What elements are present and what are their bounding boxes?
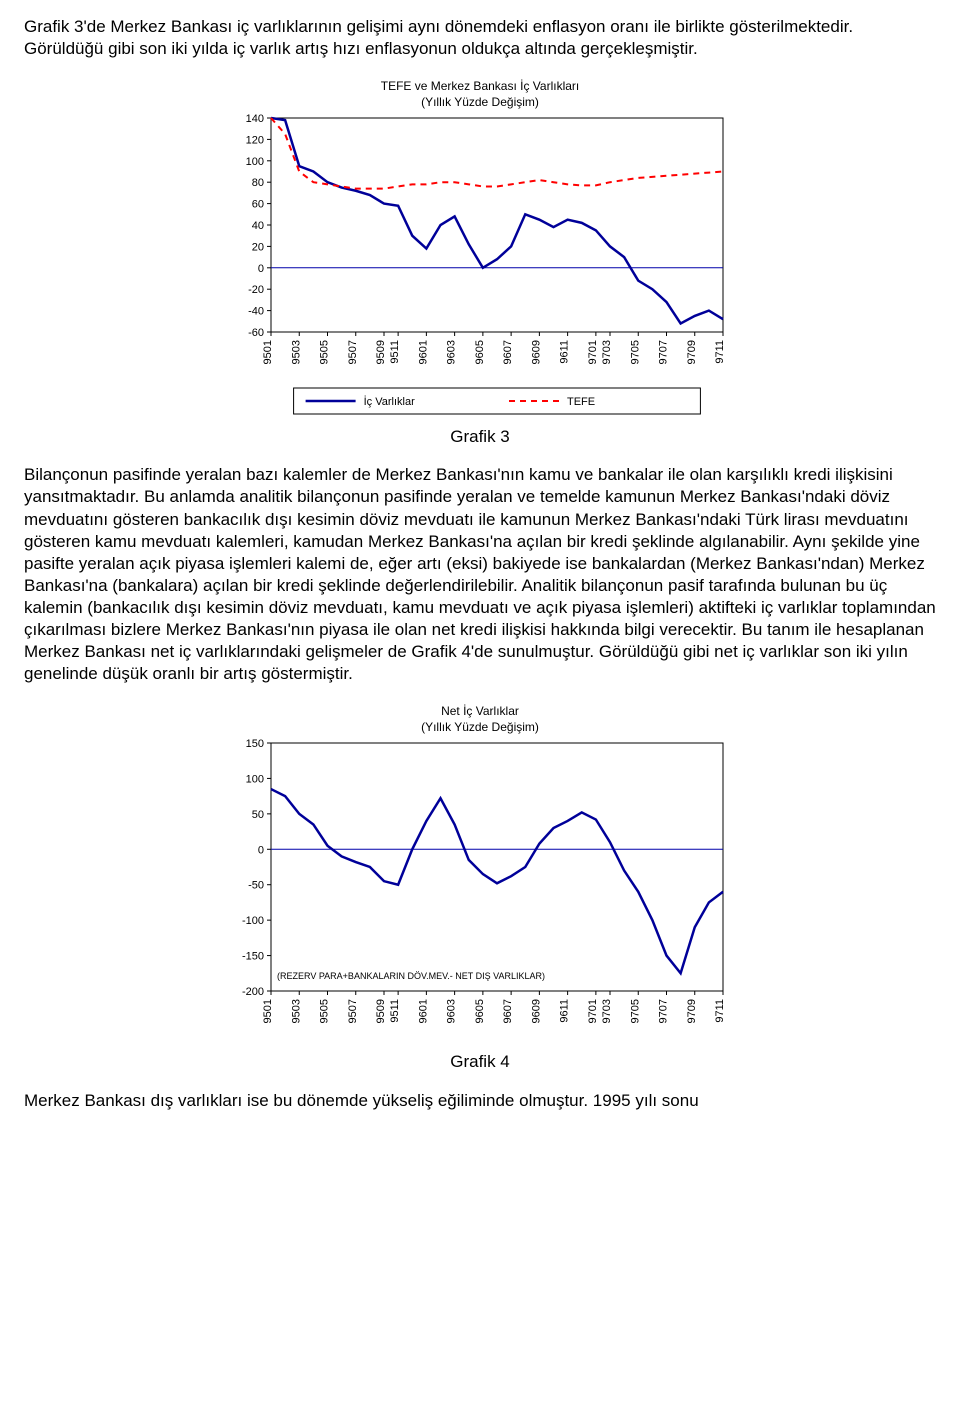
paragraph-1: Grafik 3'de Merkez Bankası iç varlıkları… — [24, 16, 936, 60]
svg-text:-20: -20 — [248, 284, 264, 296]
svg-text:9507: 9507 — [347, 999, 359, 1023]
svg-text:-200: -200 — [242, 986, 264, 998]
svg-text:50: 50 — [252, 809, 264, 821]
svg-text:100: 100 — [246, 156, 264, 168]
svg-text:9711: 9711 — [714, 999, 726, 1023]
svg-text:9509: 9509 — [375, 340, 387, 364]
svg-text:9505: 9505 — [319, 340, 331, 364]
svg-text:-100: -100 — [242, 915, 264, 927]
svg-text:9503: 9503 — [290, 999, 302, 1023]
svg-text:9701: 9701 — [587, 340, 599, 364]
svg-text:9507: 9507 — [347, 340, 359, 364]
chart-4-svg: Net İç Varlıklar (Yıllık Yüzde Değişim) -2… — [225, 701, 735, 1041]
svg-text:İç Varlıklar: İç Varlıklar — [364, 395, 415, 408]
svg-text:TEFE ve Merkez Bankası İç Varl: TEFE ve Merkez Bankası İç Varlıkları — [381, 79, 580, 93]
chart-3-container: TEFE ve Merkez Bankası İç Varlıkları (Yıl… — [24, 76, 936, 422]
svg-text:9703: 9703 — [601, 340, 613, 364]
svg-text:9707: 9707 — [658, 340, 670, 364]
svg-text:9707: 9707 — [658, 999, 670, 1023]
svg-text:0: 0 — [258, 845, 264, 857]
svg-text:9609: 9609 — [530, 999, 542, 1023]
svg-text:120: 120 — [246, 135, 264, 147]
svg-text:0: 0 — [258, 263, 264, 275]
svg-text:9603: 9603 — [446, 340, 458, 364]
svg-text:150: 150 — [246, 738, 264, 750]
svg-text:-150: -150 — [242, 951, 264, 963]
svg-text:9603: 9603 — [446, 999, 458, 1023]
svg-text:9711: 9711 — [714, 340, 726, 364]
svg-text:9511: 9511 — [389, 999, 401, 1023]
svg-text:60: 60 — [252, 199, 264, 211]
svg-text:140: 140 — [246, 113, 264, 125]
svg-text:9607: 9607 — [502, 999, 514, 1023]
svg-text:TEFE: TEFE — [567, 396, 595, 408]
svg-text:80: 80 — [252, 177, 264, 189]
chart-3-caption: Grafik 3 — [24, 426, 936, 448]
svg-text:9601: 9601 — [417, 340, 429, 364]
paragraph-3: Merkez Bankası dış varlıkları ise bu dön… — [24, 1090, 936, 1112]
svg-text:(Yıllık Yüzde Değişim): (Yıllık Yüzde Değişim) — [421, 720, 539, 734]
svg-text:9705: 9705 — [629, 340, 641, 364]
svg-text:9501: 9501 — [262, 340, 274, 364]
svg-text:100: 100 — [246, 774, 264, 786]
paragraph-2: Bilançonun pasifinde yeralan bazı kaleml… — [24, 464, 936, 685]
svg-text:9505: 9505 — [319, 999, 331, 1023]
svg-text:(Yıllık Yüzde Değişim): (Yıllık Yüzde Değişim) — [421, 95, 539, 109]
svg-text:9605: 9605 — [474, 340, 486, 364]
svg-text:Net İç Varlıklar: Net İç Varlıklar — [441, 704, 519, 718]
svg-text:9703: 9703 — [601, 999, 613, 1023]
svg-text:-60: -60 — [248, 327, 264, 339]
svg-text:20: 20 — [252, 242, 264, 254]
svg-text:9607: 9607 — [502, 340, 514, 364]
svg-text:9611: 9611 — [559, 340, 571, 364]
svg-text:9709: 9709 — [686, 999, 698, 1023]
svg-text:-40: -40 — [248, 306, 264, 318]
svg-text:9503: 9503 — [290, 340, 302, 364]
svg-text:-50: -50 — [248, 880, 264, 892]
svg-text:9611: 9611 — [559, 999, 571, 1023]
svg-text:(REZERV PARA+BANKALARIN DÖV.ME: (REZERV PARA+BANKALARIN DÖV.MEV.- NET DI… — [277, 971, 545, 981]
svg-text:9511: 9511 — [389, 340, 401, 364]
svg-text:40: 40 — [252, 220, 264, 232]
svg-text:9509: 9509 — [375, 999, 387, 1023]
svg-text:9701: 9701 — [587, 999, 599, 1023]
svg-text:9605: 9605 — [474, 999, 486, 1023]
svg-text:9609: 9609 — [530, 340, 542, 364]
svg-text:9705: 9705 — [629, 999, 641, 1023]
chart-4-container: Net İç Varlıklar (Yıllık Yüzde Değişim) -2… — [24, 701, 936, 1047]
svg-text:9601: 9601 — [417, 999, 429, 1023]
svg-text:9501: 9501 — [262, 999, 274, 1023]
chart-4-caption: Grafik 4 — [24, 1051, 936, 1073]
svg-text:9709: 9709 — [686, 340, 698, 364]
chart-3-svg: TEFE ve Merkez Bankası İç Varlıkları (Yıl… — [225, 76, 735, 416]
